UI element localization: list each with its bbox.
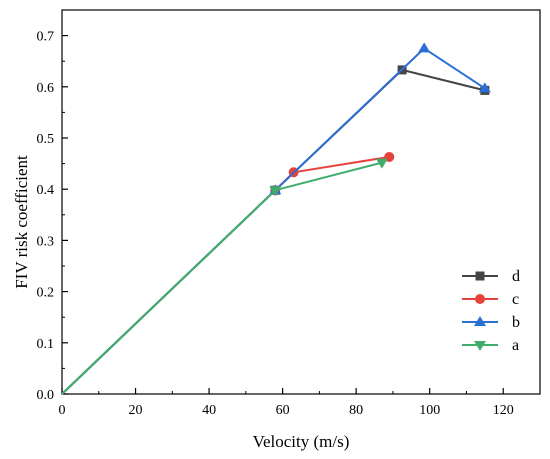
- y-tick-label: 0.5: [37, 132, 55, 147]
- x-tick-label: 120: [493, 403, 514, 418]
- data-point-a: [375, 158, 388, 169]
- legend-marker-a: [474, 341, 486, 351]
- x-tick-label: 0: [59, 403, 66, 418]
- data-point-a: [269, 186, 282, 197]
- legend-label-b: b: [512, 314, 520, 331]
- y-tick-label: 0.7: [37, 30, 55, 45]
- legend-label-c: c: [512, 291, 519, 308]
- series-line-d: [61, 68, 486, 395]
- y-tick-label: 0.2: [37, 286, 55, 301]
- data-point-b: [478, 82, 491, 93]
- legend-marker-c: [475, 294, 485, 304]
- series-line-c: [61, 155, 390, 395]
- x-tick-label: 80: [349, 403, 363, 418]
- y-tick-label: 0.1: [37, 337, 55, 352]
- y-axis-title: FIV risk coefficient: [12, 155, 31, 289]
- legend-marker-d: [475, 271, 485, 281]
- y-tick-label: 0.6: [37, 81, 55, 96]
- y-tick-label: 0.0: [37, 388, 55, 403]
- plot-frame: [61, 9, 541, 395]
- plot-area: 0 20 40 60 80 100 120 0.0 0.1 0.2 0.3 0.4 0.5 0.6 0.7 d…: [37, 9, 541, 418]
- legend-label-d: d: [512, 268, 520, 285]
- y-tick-label: 0.3: [37, 234, 55, 249]
- series-line-b: [61, 47, 486, 395]
- x-tick-label: 100: [419, 403, 440, 418]
- legend-marker-b: [474, 316, 486, 326]
- data-point-b: [418, 42, 431, 53]
- x-tick-label: 40: [202, 403, 216, 418]
- x-tick-label: 60: [276, 403, 290, 418]
- legend-label-a: a: [512, 337, 519, 354]
- y-tick-label: 0.4: [37, 183, 55, 198]
- series-line-a: [61, 161, 383, 395]
- x-axis-title: Velocity (m/s): [253, 432, 350, 451]
- x-tick-label: 20: [129, 403, 143, 418]
